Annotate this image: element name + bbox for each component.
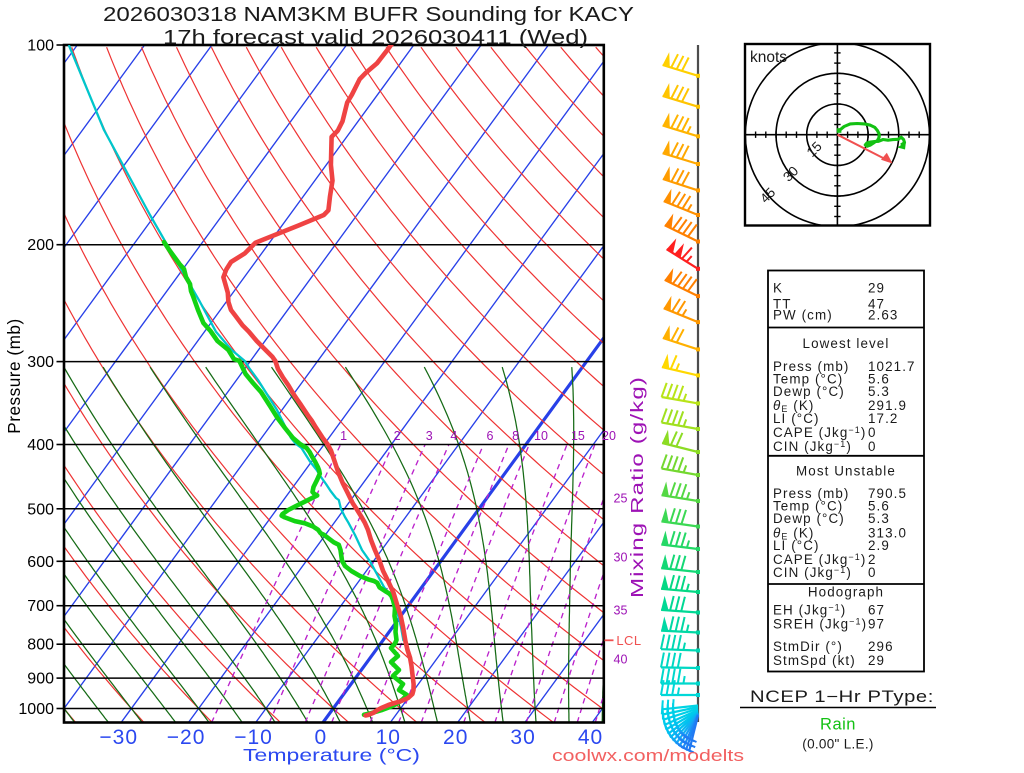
svg-text:30: 30 [510, 726, 535, 749]
svg-text:LI (°C): LI (°C) [773, 411, 820, 426]
svg-text:Mixing Ratio (g/kg): Mixing Ratio (g/kg) [627, 376, 647, 598]
svg-text:15: 15 [571, 429, 585, 443]
svg-text:2.9: 2.9 [868, 538, 890, 553]
svg-text:−30: −30 [99, 726, 138, 749]
svg-text:Most Unstable: Most Unstable [796, 464, 896, 479]
svg-text:25: 25 [614, 492, 628, 506]
svg-text:900: 900 [27, 671, 54, 688]
svg-text:600: 600 [27, 554, 54, 571]
svg-text:200: 200 [27, 237, 54, 254]
svg-text:10: 10 [534, 429, 548, 443]
svg-text:Pressure (mb): Pressure (mb) [4, 318, 24, 433]
svg-text:8: 8 [512, 429, 519, 443]
svg-text:17.2: 17.2 [868, 411, 898, 426]
svg-text:LCL: LCL [616, 633, 641, 648]
svg-text:Dewp (°C): Dewp (°C) [773, 384, 845, 399]
svg-text:20: 20 [602, 429, 616, 443]
svg-text:300: 300 [27, 354, 54, 371]
svg-text:40: 40 [614, 653, 628, 667]
svg-text:Dewp (°C): Dewp (°C) [773, 511, 845, 526]
svg-text:coolwx.com/modelts: coolwx.com/modelts [552, 746, 744, 765]
svg-text:−20: −20 [167, 726, 206, 749]
svg-text:Hodograph: Hodograph [808, 585, 884, 600]
svg-text:0: 0 [868, 565, 877, 580]
svg-text:6: 6 [487, 429, 494, 443]
svg-text:Lowest level: Lowest level [803, 336, 890, 351]
svg-text:3: 3 [426, 429, 433, 443]
svg-text:LI (°C): LI (°C) [773, 538, 820, 553]
svg-text:StmSpd (kt): StmSpd (kt) [773, 653, 856, 668]
svg-text:2.63: 2.63 [868, 308, 898, 323]
svg-text:0: 0 [868, 439, 877, 454]
svg-text:400: 400 [27, 437, 54, 454]
svg-text:17h forecast valid 2026030411: 17h forecast valid 2026030411 (Wed) [163, 27, 588, 49]
svg-text:5.3: 5.3 [868, 384, 890, 399]
svg-text:20: 20 [443, 726, 468, 749]
svg-text:knots: knots [750, 49, 787, 66]
svg-text:Temperature (°C): Temperature (°C) [243, 745, 420, 765]
svg-text:800: 800 [27, 637, 54, 654]
svg-text:StmDir (°): StmDir (°) [773, 639, 843, 654]
svg-text:4: 4 [450, 429, 457, 443]
svg-text:5.3: 5.3 [868, 511, 890, 526]
svg-text:29: 29 [868, 281, 885, 296]
svg-text:2: 2 [394, 429, 401, 443]
svg-text:500: 500 [27, 501, 54, 518]
svg-text:1: 1 [340, 429, 347, 443]
svg-text:K: K [773, 281, 783, 296]
svg-text:100: 100 [27, 38, 54, 55]
svg-text:(0.00" L.E.): (0.00" L.E.) [802, 737, 873, 752]
svg-text:35: 35 [614, 604, 628, 618]
svg-text:NCEP 1−Hr PType:: NCEP 1−Hr PType: [750, 688, 934, 706]
svg-text:29: 29 [868, 653, 885, 668]
svg-text:700: 700 [27, 598, 54, 615]
svg-text:1000: 1000 [18, 701, 54, 718]
svg-text:2026030318 NAM3KM BUFR Soundin: 2026030318 NAM3KM BUFR Sounding for KACY [103, 4, 634, 26]
svg-text:Rain: Rain [820, 716, 856, 734]
svg-text:30: 30 [614, 551, 628, 565]
svg-text:PW (cm): PW (cm) [773, 308, 833, 323]
svg-text:296: 296 [868, 639, 894, 654]
svg-text:0: 0 [868, 425, 877, 440]
svg-text:97: 97 [868, 617, 885, 632]
svg-text:67: 67 [868, 603, 885, 618]
